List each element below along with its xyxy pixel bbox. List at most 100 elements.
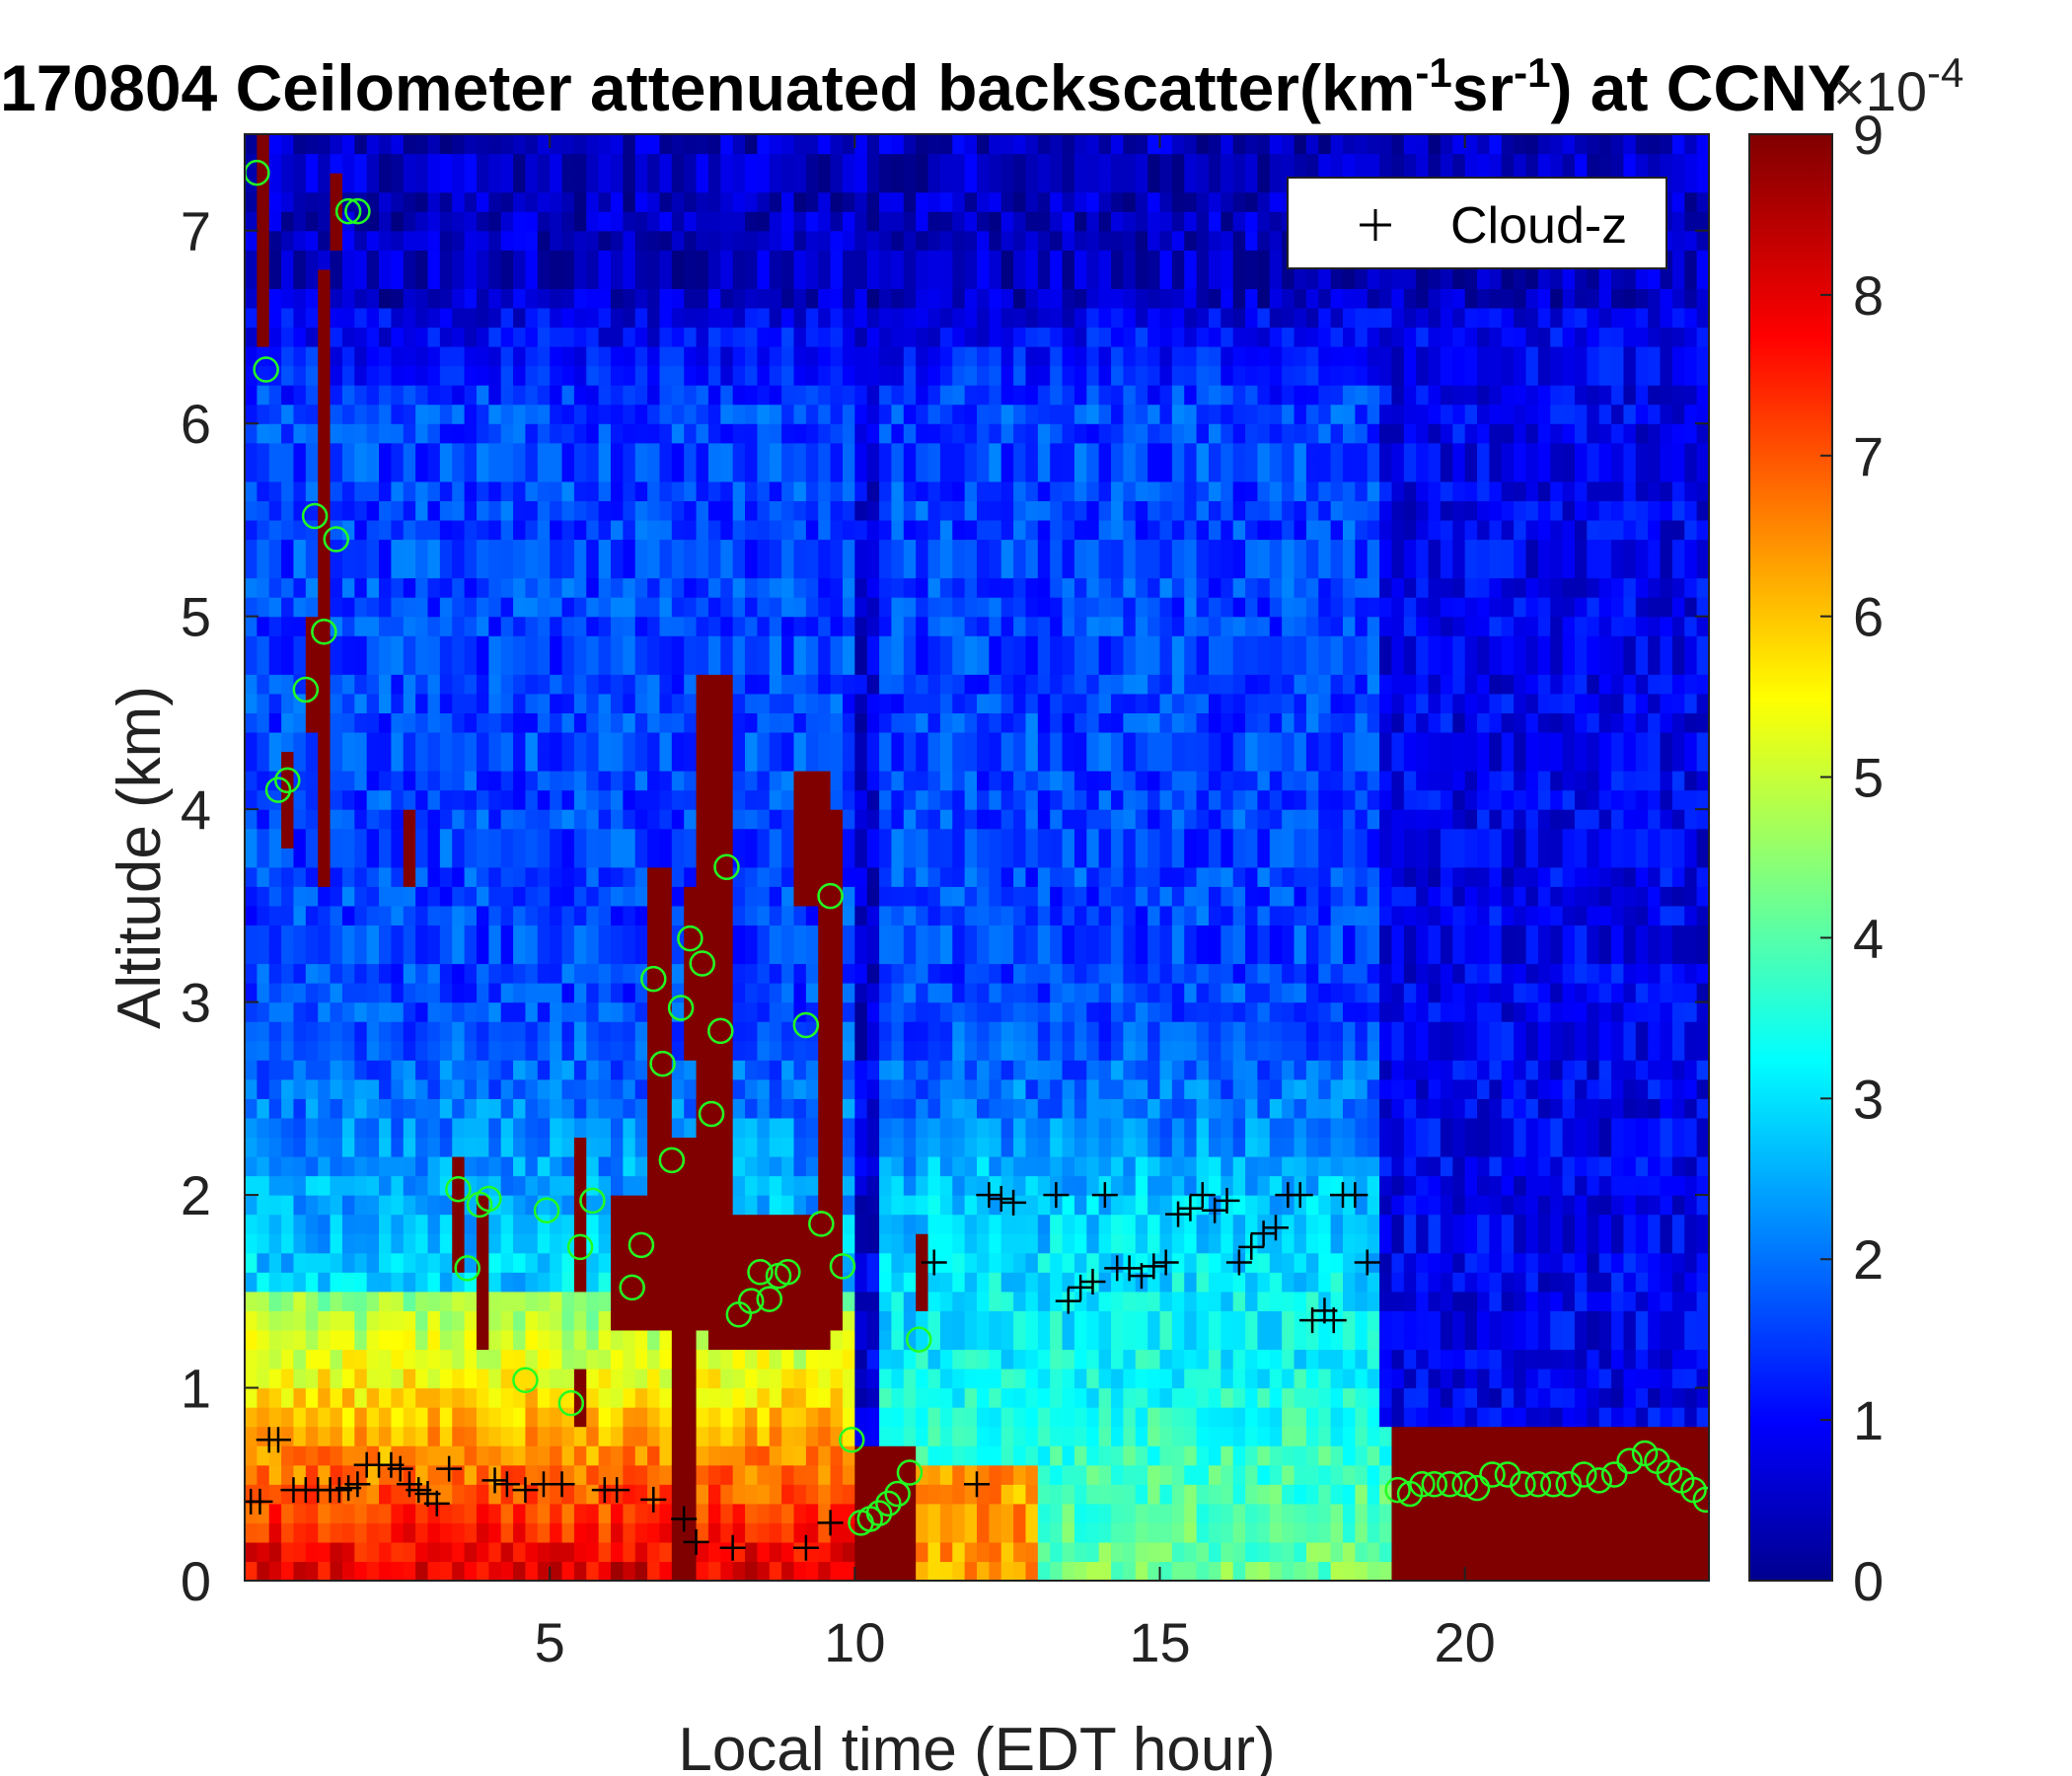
heat-cell (854, 1522, 868, 1543)
heat-cell (598, 519, 612, 541)
heat-cell (257, 365, 270, 386)
heat-cell (939, 1368, 953, 1389)
heat-cell (513, 346, 527, 367)
heat-cell (561, 886, 575, 907)
heat-cell (550, 1078, 563, 1099)
heat-cell (573, 404, 587, 424)
heat-cell (318, 654, 332, 675)
heat-cell (781, 558, 795, 579)
heat-cell (281, 597, 295, 618)
heat-cell (659, 693, 673, 713)
heat-cell (707, 1464, 721, 1485)
heat-cell (452, 1522, 466, 1543)
heat-cell (415, 1368, 429, 1389)
heat-cell (854, 191, 868, 212)
heat-cell (379, 1407, 392, 1428)
heat-cell (805, 1484, 819, 1505)
heat-cell (707, 307, 721, 329)
heat-cell (684, 1078, 698, 1099)
heat-cell (964, 1117, 978, 1139)
heat-cell (1025, 423, 1039, 444)
heat-cell (866, 346, 880, 367)
heat-cell (634, 925, 648, 945)
heat-cell (257, 597, 270, 618)
heat-cell (354, 1040, 368, 1061)
heat-cell (500, 963, 514, 984)
heat-cell (939, 539, 953, 559)
heat-cell (707, 442, 721, 463)
heat-cell (318, 481, 332, 501)
heat-cell (561, 963, 575, 984)
heat-cell (281, 983, 295, 1003)
heat-cell (268, 848, 282, 868)
heat-cell (293, 288, 307, 309)
heat-cell (611, 809, 624, 830)
heat-cell (415, 1233, 429, 1254)
heat-cell (659, 1021, 673, 1042)
heat-cell (916, 635, 929, 656)
heat-cell (354, 809, 368, 830)
heat-cell (623, 462, 636, 482)
heat-cell (318, 1464, 332, 1485)
heat-cell (818, 1484, 832, 1505)
heat-cell (781, 1503, 795, 1523)
heat-cell (537, 288, 551, 309)
heat-cell (939, 577, 953, 598)
heat-cell (879, 462, 893, 482)
heat-cell (781, 1117, 795, 1139)
heat-cell (268, 577, 282, 598)
heat-cell (745, 577, 758, 598)
heat-cell (500, 1387, 514, 1408)
heat-cell (818, 1214, 832, 1234)
heat-cell (769, 693, 782, 713)
heat-cell (598, 751, 612, 772)
heat-cell (720, 481, 734, 501)
heat-cell (732, 365, 746, 386)
heat-cell (611, 925, 624, 945)
heat-cell (805, 809, 819, 830)
heat-cell (830, 1522, 844, 1543)
heat-cell (550, 771, 563, 791)
heat-cell (977, 848, 990, 868)
heat-cell (989, 943, 1002, 965)
heat-cell (341, 577, 355, 598)
heat-cell (1050, 1329, 1064, 1351)
heat-cell (513, 250, 527, 270)
heat-cell (891, 731, 905, 753)
heat-cell (341, 1252, 355, 1273)
heat-cell (281, 191, 295, 212)
heat-cell (696, 1387, 709, 1408)
heat-cell (903, 1310, 917, 1331)
heat-cell (707, 577, 721, 598)
heat-cell (696, 307, 709, 329)
heat-cell (830, 558, 844, 579)
heat-cell (452, 1040, 466, 1061)
heat-cell (671, 1272, 685, 1293)
heat-cell (781, 423, 795, 444)
heat-cell (757, 597, 771, 618)
heat-cell (977, 1078, 990, 1099)
heat-cell (903, 654, 917, 675)
heat-cell (989, 1060, 1002, 1080)
heat-cell (561, 809, 575, 830)
heat-cell (330, 173, 343, 193)
heat-cell (561, 616, 575, 636)
heat-cell (964, 1503, 978, 1523)
heat-cell (586, 1368, 600, 1389)
heat-cell (903, 519, 917, 541)
heat-cell (684, 481, 698, 501)
heat-cell (415, 597, 429, 618)
heat-cell (488, 771, 502, 791)
heat-cell (293, 1001, 307, 1022)
heat-cell (318, 1407, 332, 1428)
heat-cell (561, 771, 575, 791)
heat-cell (550, 905, 563, 926)
heat-cell (366, 153, 380, 174)
heat-cell (586, 1098, 600, 1119)
heat-cell (403, 462, 416, 482)
heat-cell (964, 481, 978, 501)
heat-cell (550, 789, 563, 810)
heat-cell (439, 1272, 453, 1293)
heat-cell (525, 481, 539, 501)
heat-cell (611, 1021, 624, 1042)
